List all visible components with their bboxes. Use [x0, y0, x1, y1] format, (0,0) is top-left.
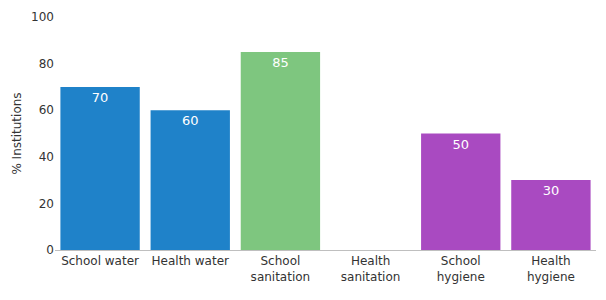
svg-text:School water: School water [61, 254, 139, 268]
svg-text:Schoolsanitation: Schoolsanitation [251, 254, 311, 284]
svg-text:20: 20 [39, 197, 54, 211]
svg-text:Healthhygiene: Healthhygiene [527, 254, 575, 284]
svg-text:40: 40 [39, 150, 54, 164]
svg-text:60: 60 [182, 113, 199, 128]
svg-text:Healthsanitation: Healthsanitation [341, 254, 401, 284]
svg-text:50: 50 [452, 137, 469, 152]
svg-text:100: 100 [31, 10, 54, 24]
svg-text:Health water: Health water [152, 254, 229, 268]
svg-text:Schoolhygiene: Schoolhygiene [437, 254, 485, 284]
svg-text:80: 80 [39, 57, 54, 71]
svg-text:% Institutions: % Institutions [10, 92, 24, 174]
svg-text:30: 30 [543, 183, 560, 198]
svg-text:60: 60 [39, 103, 54, 117]
svg-text:70: 70 [92, 90, 109, 105]
svg-text:0: 0 [46, 243, 54, 257]
svg-text:85: 85 [272, 55, 289, 70]
